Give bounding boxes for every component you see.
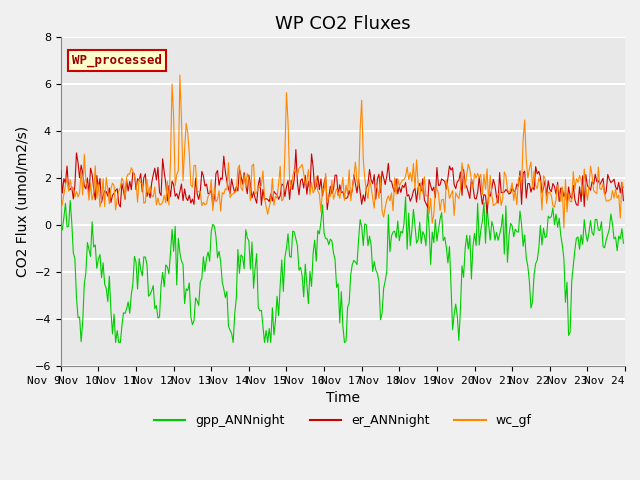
wc_gf	[126, 171, 134, 177]
er_ANNnight	[126, 179, 134, 184]
wc_gf	[245, 177, 253, 182]
er_ANNnight	[591, 171, 599, 177]
gpp_ANNnight	[245, 238, 253, 243]
er_ANNnight	[243, 191, 251, 197]
gpp_ANNnight	[112, 339, 120, 345]
wc_gf	[226, 194, 234, 200]
er_ANNnight	[225, 186, 232, 192]
Text: WP_processed: WP_processed	[72, 54, 162, 67]
er_ANNnight	[57, 167, 65, 173]
gpp_ANNnight	[57, 220, 65, 226]
gpp_ANNnight	[591, 216, 599, 222]
Y-axis label: CO2 Flux (umol/m2/s): CO2 Flux (umol/m2/s)	[15, 126, 29, 277]
wc_gf	[176, 72, 184, 78]
wc_gf	[255, 184, 262, 190]
gpp_ANNnight	[226, 327, 234, 333]
er_ANNnight	[305, 179, 312, 184]
gpp_ANNnight	[127, 292, 135, 298]
Legend: gpp_ANNnight, er_ANNnight, wc_gf: gpp_ANNnight, er_ANNnight, wc_gf	[149, 409, 537, 432]
wc_gf	[620, 185, 627, 191]
X-axis label: Time: Time	[326, 391, 360, 405]
gpp_ANNnight	[620, 240, 627, 246]
wc_gf	[57, 209, 65, 215]
gpp_ANNnight	[402, 194, 410, 200]
er_ANNnight	[620, 198, 627, 204]
Title: WP CO2 Fluxes: WP CO2 Fluxes	[275, 15, 411, 33]
Line: gpp_ANNnight: gpp_ANNnight	[61, 197, 623, 342]
wc_gf	[591, 190, 599, 195]
gpp_ANNnight	[255, 305, 262, 311]
er_ANNnight	[483, 211, 491, 216]
er_ANNnight	[292, 147, 300, 153]
wc_gf	[305, 167, 312, 173]
Line: er_ANNnight: er_ANNnight	[61, 150, 623, 214]
er_ANNnight	[253, 200, 260, 206]
Line: wc_gf: wc_gf	[61, 75, 623, 228]
gpp_ANNnight	[305, 301, 312, 307]
wc_gf	[560, 225, 568, 231]
